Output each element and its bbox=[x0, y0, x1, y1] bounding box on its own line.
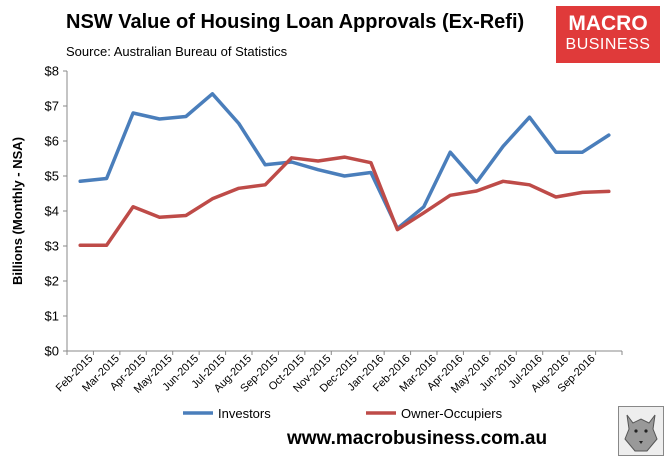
y-tick-label: $8 bbox=[45, 64, 59, 79]
y-tick-label: $7 bbox=[45, 99, 59, 114]
chart-source: Source: Australian Bureau of Statistics bbox=[66, 44, 288, 59]
y-tick-label: $1 bbox=[45, 309, 59, 324]
y-tick-label: $2 bbox=[45, 274, 59, 289]
y-tick-label: $5 bbox=[45, 169, 59, 184]
legend-label: Owner-Occupiers bbox=[401, 406, 503, 421]
y-tick-label: $6 bbox=[45, 134, 59, 149]
website-url[interactable]: www.macrobusiness.com.au bbox=[287, 428, 548, 449]
macrobusiness-logo: MACRO BUSINESS bbox=[556, 6, 660, 63]
chart-title: NSW Value of Housing Loan Approvals (Ex-… bbox=[66, 11, 525, 33]
logo-line-2: BUSINESS bbox=[565, 36, 651, 53]
wolf-logo-icon bbox=[618, 406, 664, 456]
logo-line-1: MACRO bbox=[568, 12, 648, 35]
y-tick-label: $3 bbox=[45, 239, 59, 254]
legend-label: Investors bbox=[218, 406, 271, 421]
y-tick-label: $0 bbox=[45, 344, 59, 359]
y-tick-label: $4 bbox=[45, 204, 59, 219]
series-line-owner-occupiers bbox=[78, 155, 611, 248]
series-line-investors bbox=[78, 92, 611, 231]
y-axis-title: Billions (Monthly - NSA) bbox=[10, 137, 25, 285]
